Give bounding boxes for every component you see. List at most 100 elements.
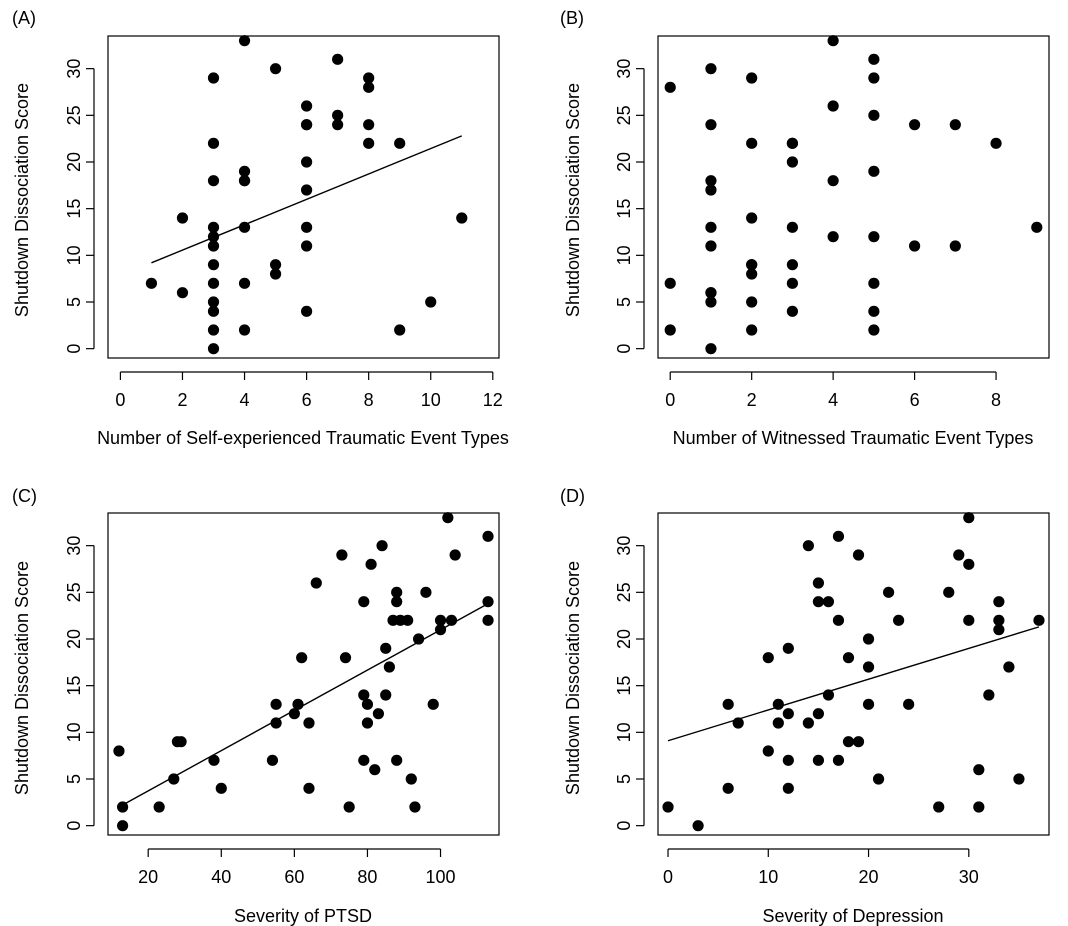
data-point xyxy=(665,278,676,289)
chart-panel-4: (D) 0 10 20 30 0 5 10 15 20 25 30 Severity of Depres… xyxy=(560,486,1049,926)
y-tick-label: 15 xyxy=(614,199,634,219)
data-point xyxy=(456,212,467,223)
data-points xyxy=(146,35,468,354)
data-point xyxy=(723,783,734,794)
x-tick-label: 6 xyxy=(302,390,312,410)
data-point xyxy=(301,184,312,195)
data-point xyxy=(168,773,179,784)
data-point xyxy=(828,35,839,46)
data-point xyxy=(833,755,844,766)
data-point xyxy=(746,324,757,335)
data-point xyxy=(267,755,278,766)
data-point xyxy=(843,736,854,747)
data-point xyxy=(787,222,798,233)
y-tick-label: 25 xyxy=(614,105,634,125)
data-point xyxy=(823,596,834,607)
data-point xyxy=(868,110,879,121)
data-point xyxy=(723,699,734,710)
data-points xyxy=(662,512,1044,831)
data-point xyxy=(301,156,312,167)
x-axis-label: Number of Witnessed Traumatic Event Type… xyxy=(673,428,1034,448)
y-tick-label: 0 xyxy=(614,821,634,831)
data-point xyxy=(482,615,493,626)
data-point xyxy=(362,717,373,728)
x-tick-label: 0 xyxy=(663,867,673,887)
data-point xyxy=(973,801,984,812)
y-tick-label: 10 xyxy=(614,722,634,742)
y-axis: 0 5 10 15 20 25 30 xyxy=(614,59,644,354)
data-point xyxy=(146,278,157,289)
data-point xyxy=(823,689,834,700)
data-point xyxy=(270,699,281,710)
data-point xyxy=(358,755,369,766)
data-point xyxy=(303,717,314,728)
x-tick-label: 20 xyxy=(859,867,879,887)
data-point xyxy=(853,736,864,747)
data-point xyxy=(773,699,784,710)
data-point xyxy=(154,801,165,812)
data-point xyxy=(482,596,493,607)
data-point xyxy=(903,699,914,710)
data-point xyxy=(783,643,794,654)
data-point xyxy=(868,166,879,177)
data-point xyxy=(746,138,757,149)
data-point xyxy=(763,652,774,663)
x-tick-label: 8 xyxy=(991,390,1001,410)
data-point xyxy=(868,278,879,289)
data-point xyxy=(1031,222,1042,233)
y-tick-label: 25 xyxy=(64,105,84,125)
data-point xyxy=(332,54,343,65)
y-axis: 0 5 10 15 20 25 30 xyxy=(64,59,94,354)
data-point xyxy=(373,708,384,719)
panel-label: (B) xyxy=(560,8,584,28)
data-point xyxy=(292,699,303,710)
data-point xyxy=(787,138,798,149)
data-point xyxy=(873,773,884,784)
data-point xyxy=(963,512,974,523)
x-tick-label: 4 xyxy=(828,390,838,410)
x-tick-label: 10 xyxy=(758,867,778,887)
data-point xyxy=(208,259,219,270)
x-tick-label: 0 xyxy=(115,390,125,410)
data-point xyxy=(384,661,395,672)
y-tick-label: 15 xyxy=(614,676,634,696)
y-tick-label: 0 xyxy=(64,344,84,354)
data-point xyxy=(239,278,250,289)
data-point xyxy=(783,783,794,794)
data-points xyxy=(665,35,1043,354)
data-point xyxy=(833,615,844,626)
data-point xyxy=(863,699,874,710)
data-point xyxy=(693,820,704,831)
data-point xyxy=(208,175,219,186)
plot-frame xyxy=(658,513,1049,835)
data-point xyxy=(208,72,219,83)
data-point xyxy=(990,138,1001,149)
data-point xyxy=(705,63,716,74)
data-point xyxy=(828,100,839,111)
data-point xyxy=(746,72,757,83)
data-point xyxy=(428,699,439,710)
data-point xyxy=(828,231,839,242)
y-tick-label: 25 xyxy=(64,582,84,602)
data-point xyxy=(746,212,757,223)
data-point xyxy=(311,577,322,588)
data-point xyxy=(803,717,814,728)
data-point xyxy=(746,259,757,270)
x-tick-label: 80 xyxy=(357,867,377,887)
trend-line xyxy=(668,627,1039,741)
data-point xyxy=(963,559,974,570)
data-point xyxy=(813,708,824,719)
data-point xyxy=(993,596,1004,607)
data-point xyxy=(394,138,405,149)
data-point xyxy=(442,512,453,523)
y-axis-label: Shutdown Dissociation Score xyxy=(12,83,32,317)
data-point xyxy=(366,559,377,570)
data-point xyxy=(216,783,227,794)
data-point xyxy=(175,736,186,747)
y-tick-label: 5 xyxy=(614,297,634,307)
data-point xyxy=(177,287,188,298)
data-point xyxy=(787,259,798,270)
data-point xyxy=(803,540,814,551)
y-tick-label: 5 xyxy=(614,774,634,784)
